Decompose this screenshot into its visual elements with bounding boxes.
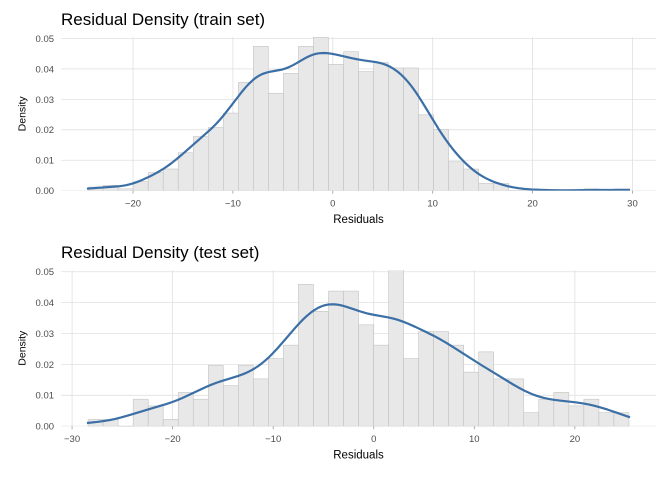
svg-text:0.03: 0.03 bbox=[36, 95, 55, 106]
svg-text:30: 30 bbox=[627, 199, 638, 210]
svg-text:0: 0 bbox=[330, 199, 335, 210]
svg-text:0.00: 0.00 bbox=[36, 186, 55, 197]
svg-text:Residuals: Residuals bbox=[333, 214, 384, 226]
svg-text:−10: −10 bbox=[265, 434, 281, 445]
svg-text:0.04: 0.04 bbox=[36, 64, 55, 75]
svg-text:Residual Density (train set): Residual Density (train set) bbox=[61, 10, 265, 29]
svg-text:0.03: 0.03 bbox=[36, 329, 55, 340]
svg-text:0: 0 bbox=[371, 434, 376, 445]
svg-text:0.00: 0.00 bbox=[36, 422, 55, 433]
svg-text:0.05: 0.05 bbox=[36, 267, 55, 278]
svg-text:−20: −20 bbox=[125, 199, 141, 210]
svg-text:Density: Density bbox=[16, 96, 28, 132]
svg-text:−30: −30 bbox=[64, 434, 80, 445]
svg-text:10: 10 bbox=[469, 434, 480, 445]
svg-text:0.02: 0.02 bbox=[36, 125, 55, 136]
svg-text:20: 20 bbox=[527, 199, 538, 210]
svg-text:0.02: 0.02 bbox=[36, 360, 55, 371]
svg-text:Residuals: Residuals bbox=[333, 449, 384, 461]
svg-text:Residual Density (test set): Residual Density (test set) bbox=[61, 243, 259, 262]
svg-text:0.01: 0.01 bbox=[36, 156, 55, 167]
svg-text:−20: −20 bbox=[165, 434, 181, 445]
svg-text:−10: −10 bbox=[225, 199, 241, 210]
svg-text:10: 10 bbox=[427, 199, 438, 210]
svg-text:Density: Density bbox=[16, 330, 28, 366]
svg-text:20: 20 bbox=[570, 434, 581, 445]
svg-text:0.01: 0.01 bbox=[36, 391, 55, 402]
svg-text:0.04: 0.04 bbox=[36, 298, 55, 309]
svg-text:0.05: 0.05 bbox=[36, 34, 55, 45]
